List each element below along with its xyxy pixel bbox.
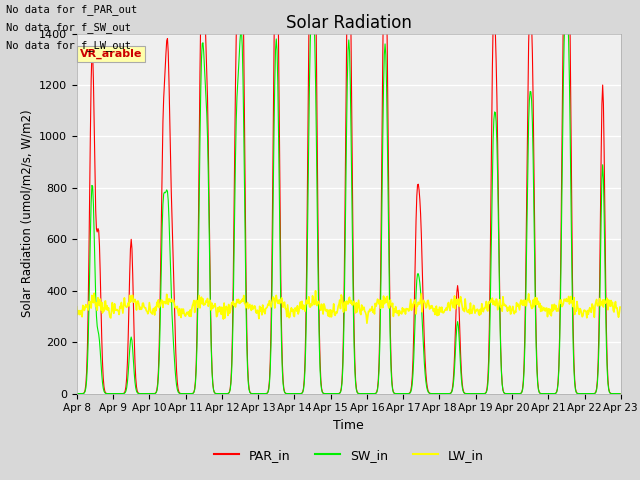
- Line: LW_in: LW_in: [77, 291, 620, 323]
- Text: No data for f_SW_out: No data for f_SW_out: [6, 22, 131, 33]
- SW_in: [223, 391, 230, 396]
- Line: SW_in: SW_in: [77, 1, 620, 394]
- PAR_in: [83, 369, 90, 375]
- Title: Solar Radiation: Solar Radiation: [286, 14, 412, 32]
- LW_in: [416, 301, 424, 307]
- LW_in: [73, 304, 81, 310]
- PAR_in: [415, 187, 423, 192]
- LW_in: [83, 304, 90, 310]
- LW_in: [312, 288, 319, 294]
- LW_in: [432, 304, 440, 310]
- LW_in: [139, 300, 147, 306]
- SW_in: [563, 0, 570, 4]
- PAR_in: [471, 391, 479, 396]
- LW_in: [616, 304, 624, 310]
- SW_in: [194, 307, 202, 313]
- PAR_in: [616, 391, 624, 396]
- SW_in: [430, 391, 438, 396]
- LW_in: [194, 304, 202, 310]
- Text: VR_arable: VR_arable: [80, 49, 142, 59]
- PAR_in: [431, 391, 439, 396]
- PAR_in: [223, 391, 230, 396]
- SW_in: [73, 391, 81, 396]
- PAR_in: [194, 284, 202, 290]
- LW_in: [223, 303, 230, 309]
- PAR_in: [139, 391, 147, 396]
- Line: PAR_in: PAR_in: [77, 0, 620, 394]
- PAR_in: [73, 391, 81, 396]
- Text: No data for f_PAR_out: No data for f_PAR_out: [6, 4, 138, 15]
- X-axis label: Time: Time: [333, 419, 364, 432]
- Y-axis label: Solar Radiation (umol/m2/s, W/m2): Solar Radiation (umol/m2/s, W/m2): [20, 110, 33, 317]
- SW_in: [415, 271, 422, 276]
- SW_in: [616, 391, 624, 396]
- LW_in: [363, 320, 371, 326]
- Text: No data for f_LW_out: No data for f_LW_out: [6, 40, 131, 51]
- SW_in: [139, 391, 147, 396]
- SW_in: [83, 377, 90, 383]
- SW_in: [471, 391, 479, 396]
- Legend: PAR_in, SW_in, LW_in: PAR_in, SW_in, LW_in: [209, 444, 489, 467]
